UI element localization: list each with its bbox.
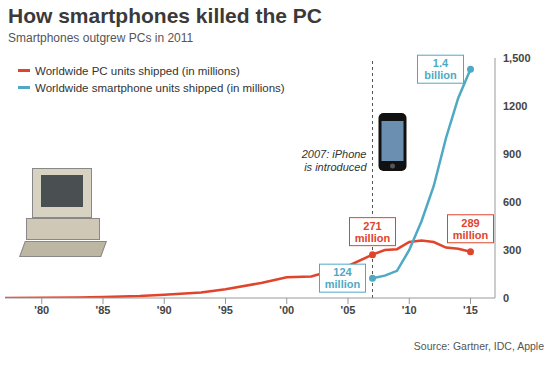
svg-text:'85: '85 (96, 304, 111, 316)
svg-text:'00: '00 (279, 304, 294, 316)
svg-text:'90: '90 (157, 304, 172, 316)
svg-text:'10: '10 (402, 304, 417, 316)
svg-text:124: 124 (333, 266, 352, 278)
svg-text:billion: billion (424, 69, 457, 81)
svg-text:'05: '05 (341, 304, 356, 316)
svg-text:million: million (355, 232, 391, 244)
svg-text:'95: '95 (218, 304, 233, 316)
html-text:Worldwide smartphone units shi: Worldwide smartphone units shipped (in m… (35, 81, 285, 94)
svg-text:900: 900 (503, 148, 521, 160)
svg-text:1.4: 1.4 (433, 57, 449, 69)
html-text:How smartphones killed the PC: How smartphones killed the PC (8, 4, 322, 27)
svg-text:'80: '80 (34, 304, 49, 316)
svg-text:2007: iPhone: 2007: iPhone (301, 148, 367, 160)
svg-text:'15: '15 (463, 304, 478, 316)
svg-text:600: 600 (503, 196, 521, 208)
html-text:Source: Gartner, IDC, Apple: Source: Gartner, IDC, Apple (413, 340, 544, 352)
svg-text:1200: 1200 (503, 100, 527, 112)
html-text:Smartphones outgrew PCs in 201: Smartphones outgrew PCs in 2011 (8, 31, 194, 45)
svg-text:1,500: 1,500 (503, 52, 531, 64)
svg-text:300: 300 (503, 244, 521, 256)
svg-text:million: million (453, 229, 489, 241)
svg-text:289: 289 (461, 217, 479, 229)
svg-text:271: 271 (363, 220, 381, 232)
svg-text:million: million (325, 278, 361, 290)
svg-text:is introduced: is introduced (304, 161, 367, 173)
svg-text:0: 0 (503, 292, 509, 304)
html-text:Worldwide PC units shipped (in: Worldwide PC units shipped (in millions) (35, 64, 240, 77)
